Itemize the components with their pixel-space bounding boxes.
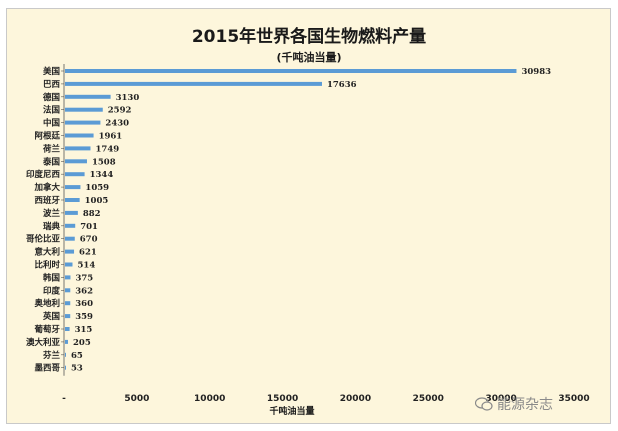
category-label: 瑞典 bbox=[43, 221, 61, 232]
value-label: 1059 bbox=[85, 183, 109, 193]
x-tick-label: 25000 bbox=[413, 394, 444, 404]
bar bbox=[65, 365, 66, 370]
value-label: 2592 bbox=[108, 106, 132, 116]
value-label: 1344 bbox=[90, 170, 114, 180]
category-label: 泰国 bbox=[42, 156, 60, 167]
value-label: 670 bbox=[80, 235, 98, 245]
bar bbox=[65, 159, 87, 164]
bar bbox=[65, 236, 75, 241]
category-label: 哥伦比亚 bbox=[26, 234, 61, 245]
watermark-text: 能源杂志 bbox=[497, 397, 553, 413]
value-label: 315 bbox=[75, 325, 93, 335]
value-label: 65 bbox=[71, 351, 83, 361]
bar bbox=[65, 172, 85, 177]
chart-subtitle: (千吨油当量) bbox=[276, 50, 341, 64]
category-label: 阿根廷 bbox=[34, 131, 60, 142]
category-label: 意大利 bbox=[34, 247, 60, 258]
bar bbox=[65, 327, 70, 331]
value-label: 205 bbox=[73, 338, 91, 348]
category-label: 西班牙 bbox=[34, 195, 60, 206]
x-tick-label: - bbox=[62, 394, 66, 404]
value-label: 514 bbox=[77, 261, 95, 271]
category-label: 澳大利亚 bbox=[26, 337, 61, 348]
category-label: 法国 bbox=[43, 105, 60, 116]
category-label: 芬兰 bbox=[42, 350, 61, 361]
x-tick-label: 10000 bbox=[194, 394, 225, 404]
value-label: 1749 bbox=[95, 144, 119, 154]
category-label: 加拿大 bbox=[33, 182, 60, 193]
value-label: 17636 bbox=[327, 80, 357, 90]
value-label: 360 bbox=[75, 299, 93, 309]
x-tick-label: 20000 bbox=[340, 394, 371, 404]
x-tick-label: 30000 bbox=[485, 394, 516, 404]
value-label: 53 bbox=[71, 364, 83, 374]
x-tick-label: 5000 bbox=[124, 394, 149, 404]
bar bbox=[65, 249, 75, 254]
bar bbox=[65, 185, 81, 190]
x-tick-label: 35000 bbox=[558, 394, 589, 404]
category-label: 波兰 bbox=[43, 208, 61, 219]
bar bbox=[65, 198, 80, 202]
category-label: 奥地利 bbox=[33, 298, 60, 309]
value-label: 701 bbox=[80, 222, 98, 232]
bar-chart: 2015年世界各国生物燃料产量 (千吨油当量) 美国 30983 巴西 17636 德国… bbox=[26, 26, 590, 417]
value-label: 1961 bbox=[99, 132, 123, 142]
value-label: 882 bbox=[83, 209, 101, 219]
x-axis-label: 千吨油当量 bbox=[269, 405, 314, 417]
bar bbox=[65, 133, 94, 138]
bar bbox=[65, 339, 68, 344]
category-label: 印度 bbox=[43, 285, 61, 296]
bar bbox=[65, 120, 101, 125]
plot-area: 美国 30983 巴西 17636 德国 3130 法国 2592 中国 2430 阿根廷 1961 荷… bbox=[26, 64, 590, 404]
bar bbox=[65, 69, 517, 73]
value-label: 2430 bbox=[105, 119, 129, 129]
watermark: 能源杂志 bbox=[475, 394, 553, 414]
wechat-icon bbox=[475, 397, 493, 411]
value-label: 359 bbox=[75, 312, 93, 322]
category-label: 英国 bbox=[42, 311, 60, 322]
bar bbox=[65, 352, 66, 357]
value-label: 375 bbox=[75, 273, 93, 283]
value-label: 362 bbox=[75, 286, 93, 296]
x-tick-label: 15000 bbox=[267, 394, 298, 404]
bar bbox=[65, 81, 322, 86]
category-label: 葡萄牙 bbox=[33, 324, 60, 335]
category-label: 印度尼西 bbox=[26, 169, 61, 180]
value-label: 30983 bbox=[521, 67, 551, 77]
category-label: 中国 bbox=[43, 118, 60, 129]
category-label: 巴西 bbox=[43, 80, 61, 90]
value-label: 621 bbox=[79, 248, 97, 258]
category-label: 德国 bbox=[43, 92, 60, 103]
category-label: 荷兰 bbox=[42, 143, 61, 154]
chart-frame: 2015年世界各国生物燃料产量 (千吨油当量) 美国 30983 巴西 17636 德国… bbox=[6, 8, 611, 424]
value-label: 1508 bbox=[92, 157, 116, 167]
bar bbox=[65, 146, 91, 151]
chart-title: 2015年世界各国生物燃料产量 bbox=[192, 26, 426, 47]
bar bbox=[65, 223, 76, 228]
category-label: 美国 bbox=[43, 66, 60, 77]
bar bbox=[65, 314, 71, 319]
category-label: 墨西哥 bbox=[34, 363, 60, 374]
bar bbox=[65, 275, 71, 280]
bar bbox=[65, 301, 71, 306]
value-label: 3130 bbox=[116, 93, 140, 103]
bar bbox=[65, 107, 103, 112]
bar bbox=[65, 210, 78, 215]
category-label: 韩国 bbox=[43, 272, 60, 283]
category-label: 比利时 bbox=[34, 260, 60, 271]
value-label: 1005 bbox=[85, 196, 109, 206]
bar bbox=[65, 288, 71, 293]
bar bbox=[65, 262, 73, 267]
bar bbox=[65, 94, 111, 99]
